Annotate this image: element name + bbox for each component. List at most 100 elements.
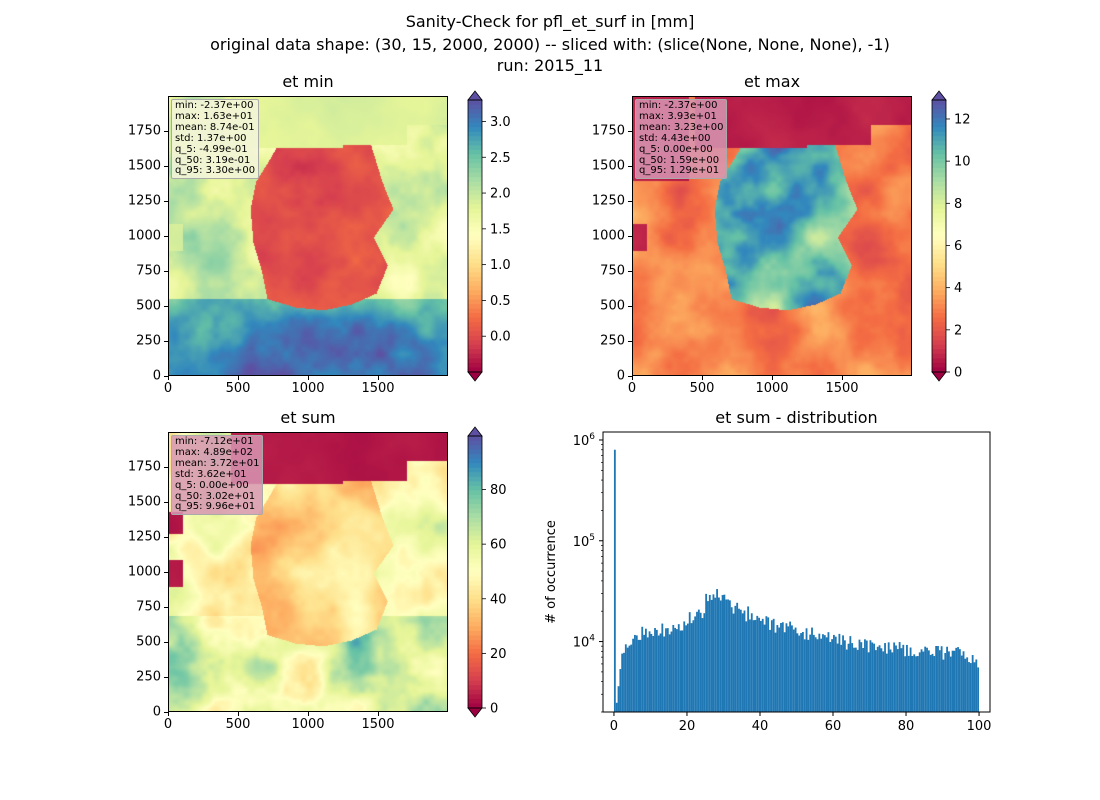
histogram-bar	[874, 650, 877, 712]
histogram-x-tick-label: 60	[825, 719, 842, 734]
colorbar-segment	[468, 290, 482, 296]
histogram-bar	[697, 609, 700, 712]
histogram-bar	[803, 639, 806, 712]
colorbar-segment	[468, 603, 482, 609]
colorbar-segment	[932, 172, 946, 178]
histogram-bar	[851, 643, 854, 712]
colorbar-segment	[932, 236, 946, 242]
histogram-bar	[864, 639, 866, 712]
histogram-bar	[969, 663, 972, 712]
histogram-bar	[915, 656, 917, 712]
colorbar-segment	[468, 680, 482, 686]
colorbar-segment	[468, 208, 482, 214]
colorbar-segment	[932, 349, 946, 355]
histogram-bar	[641, 626, 644, 712]
histogram-bar	[701, 618, 704, 712]
stats-box-et-sum: min: -7.12e+01 max: 4.89e+02 mean: 3.72e…	[171, 435, 264, 516]
colorbar-segment	[932, 222, 946, 228]
colorbar-tick-label: 80	[490, 483, 507, 498]
histogram-bar	[924, 646, 927, 712]
x-tick-label: 0	[163, 381, 173, 396]
histogram-title: et sum - distribution	[715, 408, 878, 427]
histogram-bar	[752, 620, 755, 712]
x-tick-mark	[842, 376, 843, 380]
colorbar-segment	[932, 240, 946, 246]
y-tick-mark	[164, 572, 168, 573]
histogram-bar	[814, 637, 817, 712]
colorbar-segment	[932, 254, 946, 260]
x-tick-mark	[308, 712, 309, 716]
colorbar-et-sum: 0 20 40 60 80	[467, 426, 507, 718]
colorbar-segment	[468, 258, 482, 264]
colorbar-segment	[468, 449, 482, 455]
y-tick-mark	[628, 341, 632, 342]
colorbar-segment	[468, 199, 482, 205]
histogram-y-tick-label: 105	[573, 533, 595, 550]
histogram-bar	[630, 644, 633, 712]
histogram-bar	[699, 612, 702, 712]
colorbar-segment	[468, 454, 482, 460]
y-tick-mark	[164, 376, 168, 377]
figure-title-line1: Sanity-Check for pfl_et_surf in [mm]	[405, 12, 695, 31]
panel-title-et-max: et max	[743, 72, 801, 91]
colorbar-tick-label: 20	[490, 647, 507, 662]
x-tick-label: 1000	[291, 717, 325, 732]
histogram-bar	[812, 634, 815, 712]
histogram-bar	[707, 601, 709, 712]
histogram-bar	[738, 608, 740, 712]
histogram-bar	[887, 642, 890, 712]
histogram-bar	[657, 635, 660, 712]
histogram-bar	[644, 628, 647, 712]
histogram-bar	[796, 633, 799, 712]
histogram-bar	[853, 647, 855, 712]
x-tick-mark	[772, 376, 773, 380]
y-tick-label: 500	[136, 634, 161, 650]
histogram-bar	[960, 655, 963, 712]
colorbar-segment	[468, 140, 482, 146]
colorbar-segment	[932, 113, 946, 119]
histogram-bar	[634, 634, 636, 712]
colorbar-segment	[932, 358, 946, 364]
histogram-bar	[792, 629, 795, 712]
colorbar-segment	[468, 186, 482, 192]
histogram-bar	[913, 654, 916, 712]
y-tick-mark	[628, 306, 632, 307]
colorbar-segment	[468, 667, 482, 673]
y-tick-label: 1500	[127, 494, 161, 510]
histogram-bar	[880, 648, 883, 712]
histogram-bar	[971, 655, 974, 712]
figure-title-line3: run: 2015_11	[496, 56, 604, 75]
colorbar-segment	[468, 522, 482, 528]
colorbar-segment	[468, 626, 482, 632]
colorbar-segment	[468, 617, 482, 623]
histogram-bar	[643, 634, 645, 712]
colorbar-extend-bottom	[467, 371, 483, 382]
colorbar-segment	[932, 190, 946, 196]
y-tick-mark	[628, 236, 632, 237]
histogram-bar	[781, 622, 784, 712]
colorbar-segment	[468, 331, 482, 337]
colorbar-extend-top	[931, 90, 947, 101]
colorbar-segment	[468, 440, 482, 446]
x-tick-label: 1500	[361, 381, 395, 396]
histogram-bar	[876, 646, 879, 712]
histogram-bar	[628, 645, 631, 712]
histogram-bar	[716, 589, 719, 712]
colorbar-extend-top	[467, 426, 483, 437]
histogram-bar	[739, 609, 742, 712]
x-tick-mark	[168, 712, 169, 716]
histogram-bar	[911, 655, 914, 712]
histogram-bar	[931, 653, 934, 712]
histogram-bar	[948, 651, 950, 712]
panel-title-et-sum: et sum	[280, 408, 336, 427]
histogram-bar	[962, 651, 965, 712]
histogram-bar	[942, 659, 945, 712]
histogram-bar	[918, 652, 921, 712]
histogram-bar	[734, 605, 737, 712]
histogram-bar	[712, 594, 715, 712]
histogram-bar	[873, 643, 875, 712]
histogram-bar	[825, 637, 828, 712]
histogram-bar	[867, 652, 870, 712]
colorbar-segment	[468, 612, 482, 618]
histogram-bar	[719, 600, 722, 712]
